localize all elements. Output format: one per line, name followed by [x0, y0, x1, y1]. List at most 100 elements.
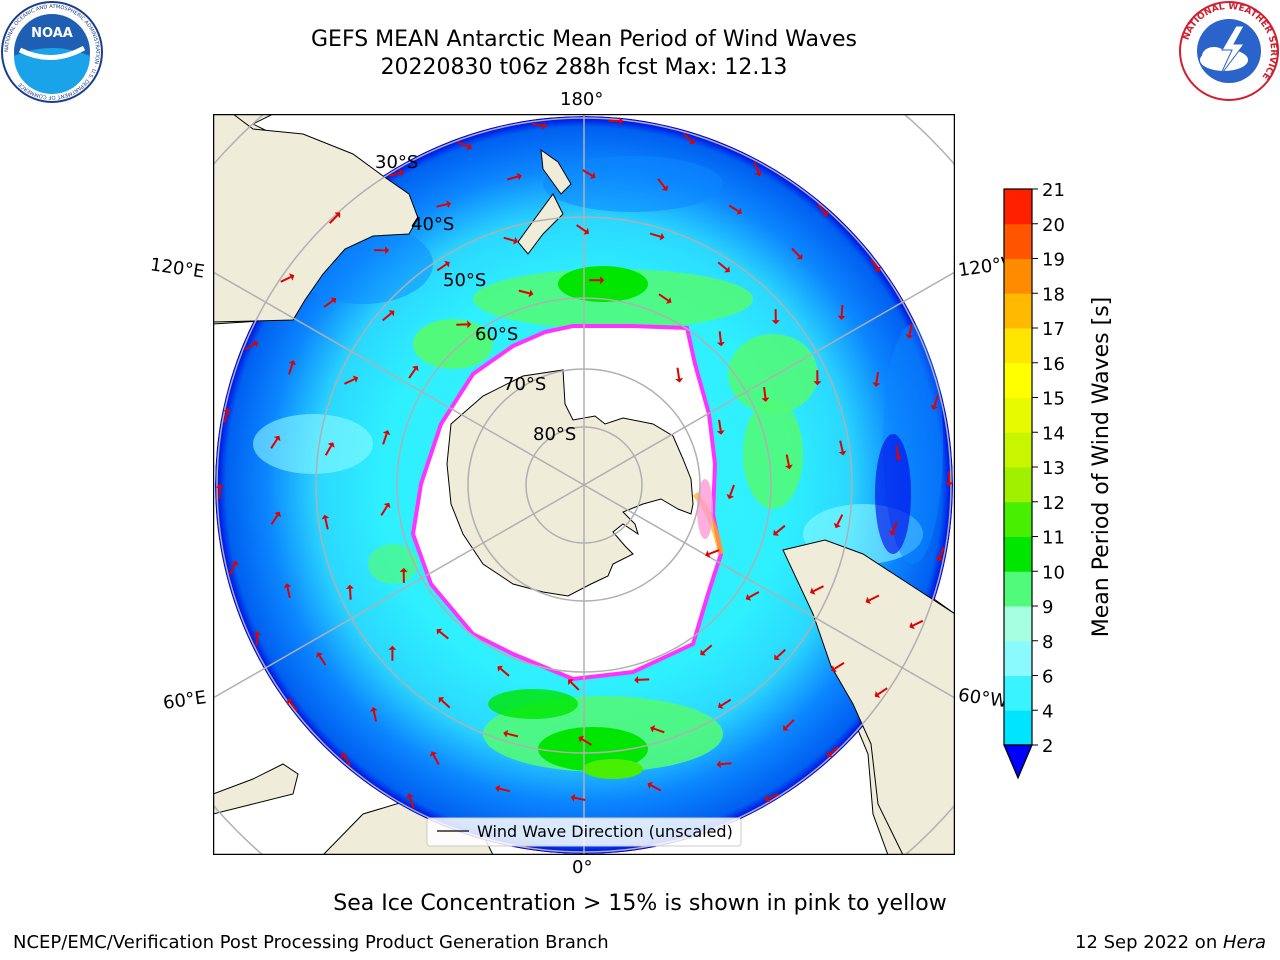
- map-border: [213, 114, 955, 855]
- wind-wave-arrow-shaft: [912, 619, 924, 627]
- wind-wave-arrow-head: [661, 185, 668, 191]
- wind-wave-arrow-head: [253, 631, 262, 636]
- wind-wave-arrow-shaft: [658, 293, 669, 302]
- wind-wave-arrow-head: [516, 172, 522, 181]
- wind-wave-arrow-shaft: [702, 644, 713, 654]
- wind-wave-arrow-shaft: [343, 755, 352, 766]
- wind-wave-arrow-shaft: [436, 263, 447, 272]
- lat-label-50s: 50°S: [443, 270, 486, 291]
- colorbar-tick-label: 6: [1042, 667, 1053, 688]
- wind-wave-arrow-shaft: [933, 395, 939, 407]
- wind-wave-arrow-head: [773, 529, 779, 536]
- wind-wave-arrow-head: [700, 649, 706, 656]
- wind-wave-arrows: [215, 117, 954, 809]
- wind-wave-arrow-shaft: [440, 699, 451, 709]
- footer-machine: Hera: [1222, 932, 1266, 953]
- wind-wave-arrow-head: [286, 699, 293, 705]
- wind-wave-arrow-head: [833, 522, 841, 529]
- wind-wave-arrow-shaft: [288, 363, 294, 375]
- wind-wave-arrow-shaft: [836, 514, 844, 525]
- wind-wave-arrow-shaft: [382, 312, 392, 322]
- wind-wave-arrow-head: [316, 652, 323, 658]
- wind-wave-arrow-head: [430, 751, 437, 757]
- wind-wave-arrow-head: [689, 138, 695, 145]
- wind-wave-arrow-shaft: [834, 662, 845, 670]
- wind-wave-arrow-head: [771, 320, 780, 325]
- wind-wave-arrow-head: [497, 665, 504, 672]
- colorbar-cell: [1004, 501, 1032, 537]
- colorbar-cell: [1004, 606, 1032, 642]
- colorbar-tick-label: 18: [1042, 284, 1065, 305]
- wind-wave-arrow-head: [590, 172, 596, 179]
- wind-wave-arrow-shaft: [708, 549, 720, 556]
- wind-wave-arrow-shaft: [349, 588, 352, 600]
- wind-wave-arrow-head: [796, 253, 803, 260]
- wind-wave-arrow-head: [945, 482, 954, 487]
- wind-wave-arrow-head: [289, 273, 295, 281]
- wind-wave-arrow-head: [273, 435, 281, 442]
- wind-wave-arrow-head: [388, 645, 397, 650]
- colorbar-extend-arrow: [1003, 744, 1033, 780]
- lat-label-80s: 80°S: [533, 424, 576, 445]
- wind-wave-arrow-shaft: [344, 378, 355, 385]
- colorbar-cell: [1004, 467, 1032, 503]
- wind-wave-arrow-head: [761, 397, 770, 402]
- colorbar-cell: [1004, 432, 1032, 468]
- wind-wave-arrow-head: [935, 556, 944, 562]
- wind-wave-arrow-shaft: [895, 445, 900, 457]
- wind-wave-arrow-head: [724, 266, 730, 273]
- wind-wave-arrow-shaft: [720, 762, 732, 766]
- wind-wave-arrow-shaft: [817, 204, 826, 214]
- wind-wave-arrow-shaft: [718, 331, 722, 343]
- wind-wave-arrow-head: [446, 200, 452, 209]
- wind-wave-arrow-shaft: [877, 687, 888, 696]
- wind-wave-arrow-shaft: [682, 133, 693, 143]
- wind-wave-arrow-shaft: [729, 484, 735, 496]
- wind-wave-arrow-shaft: [432, 754, 440, 765]
- wind-wave-arrow-shaft: [891, 521, 898, 533]
- wind-wave-arrow-head: [716, 430, 725, 435]
- wind-wave-arrow-head: [503, 729, 509, 738]
- wind-wave-arrow-head: [909, 622, 915, 630]
- wind-wave-arrow-head: [726, 494, 734, 500]
- wind-wave-arrow-shaft: [840, 304, 844, 317]
- wind-wave-arrow-head: [388, 310, 395, 317]
- wind-wave-arrow-head: [369, 707, 378, 712]
- wind-wave-arrow-head: [231, 560, 239, 566]
- wind-wave-arrow-head: [865, 596, 871, 604]
- wind-wave-arrow-shaft: [775, 524, 786, 534]
- colorbar-cell: [1004, 571, 1032, 607]
- wind-wave-arrow-shaft: [323, 299, 334, 308]
- colorbar-tick-label: 4: [1042, 701, 1053, 722]
- nws-logo-icon: NATIONAL WEATHER SERVICE: [1179, 1, 1279, 101]
- wind-wave-arrow-shaft: [324, 518, 329, 530]
- lon-label-180: 180°: [560, 89, 604, 110]
- wind-wave-arrow-head: [647, 781, 653, 789]
- wind-wave-arrow-head: [340, 752, 348, 759]
- wind-wave-arrow-shaft: [938, 547, 945, 558]
- wind-wave-arrow-shaft: [289, 701, 298, 712]
- wind-wave-arrow-head: [252, 340, 259, 348]
- wind-wave-arrow-head: [321, 514, 330, 520]
- wind-wave-arrow-shaft: [720, 698, 732, 707]
- wind-wave-arrow-head: [399, 567, 408, 572]
- lon-label-0: 0°: [572, 857, 593, 878]
- wind-wave-arrow-shaft: [457, 141, 469, 148]
- wind-wave-arrow-head: [813, 381, 822, 386]
- wind-wave-arrow-head: [831, 665, 837, 673]
- colorbar-cell: [1004, 536, 1032, 572]
- footer-date: 12 Sep 2022 on Hera: [1075, 932, 1266, 953]
- wind-wave-arrow-shaft: [328, 214, 339, 224]
- wind-wave-arrow-shaft: [839, 440, 844, 452]
- wind-wave-arrow-head: [399, 169, 404, 177]
- wind-wave-arrow-shaft: [718, 419, 722, 431]
- wind-wave-arrow-shaft: [436, 203, 448, 208]
- wind-wave-arrow-head: [385, 246, 390, 255]
- colorbar-tick-label: 8: [1042, 632, 1053, 653]
- wind-wave-arrow-head: [467, 320, 472, 329]
- colorbar-cell: [1004, 710, 1032, 746]
- wind-wave-arrow-shaft: [868, 594, 880, 602]
- lon-label-60e: 60°E: [161, 687, 208, 714]
- wind-wave-arrow-shaft: [767, 793, 779, 800]
- wind-wave-arrow-head: [894, 456, 903, 461]
